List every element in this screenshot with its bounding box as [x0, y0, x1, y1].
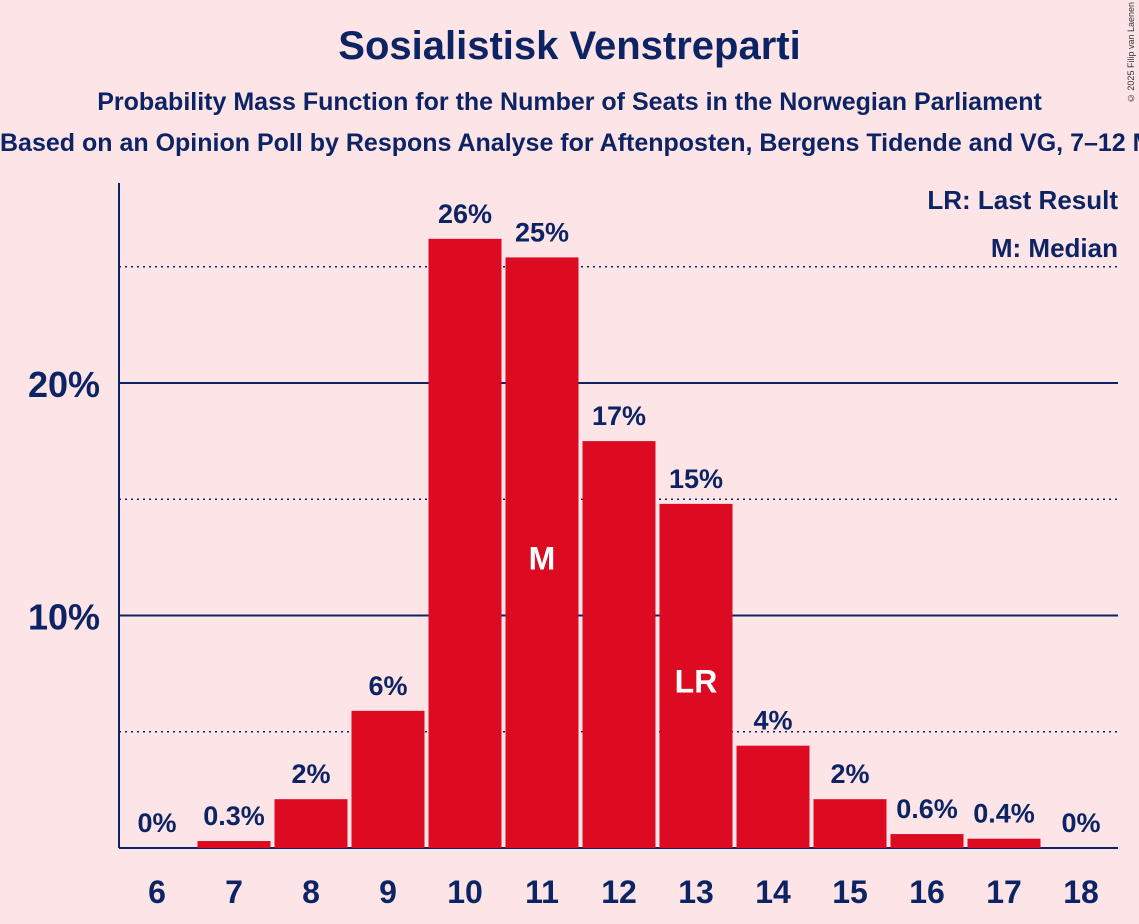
bar [428, 238, 502, 848]
bar [659, 503, 733, 848]
bar [582, 441, 656, 848]
legend: LR: Last Result M: Median [927, 185, 1118, 263]
bar [967, 838, 1041, 848]
data-label: 4% [753, 706, 792, 736]
x-tick-label: 13 [678, 874, 714, 910]
data-label: 2% [830, 759, 869, 789]
data-label: 26% [438, 199, 492, 229]
value-labels: 0% 0.3% 2% 6% 26% 25% M 17% 15% LR 4% 2% 0.6% 0.4% 0% [137, 199, 1100, 838]
data-label: 0% [137, 808, 176, 838]
bar [505, 257, 579, 848]
data-label: 0.4% [973, 799, 1035, 829]
x-tick-label: 15 [832, 874, 868, 910]
x-tick-labels: 6 7 8 9 10 11 12 13 14 15 16 17 18 [148, 874, 1099, 910]
x-tick-label: 12 [601, 874, 637, 910]
chart-title: Sosialistisk Venstreparti [338, 24, 801, 68]
legend-median: M: Median [991, 233, 1118, 263]
x-tick-label: 8 [302, 874, 320, 910]
chart-source: Based on an Opinion Poll by Respons Anal… [0, 129, 1139, 157]
x-tick-label: 17 [986, 874, 1022, 910]
data-label: 17% [592, 401, 646, 431]
data-label: 2% [291, 759, 330, 789]
y-tick-label: 10% [28, 596, 100, 637]
bar [890, 834, 964, 848]
y-tick-label: 20% [28, 364, 100, 405]
x-tick-label: 7 [225, 874, 243, 910]
bar [736, 745, 810, 848]
y-tick-labels: 10% 20% [28, 364, 100, 638]
bar [813, 799, 887, 848]
x-tick-label: 10 [447, 874, 483, 910]
median-marker: M [529, 540, 556, 576]
legend-last-result: LR: Last Result [927, 185, 1118, 215]
data-label: 6% [368, 671, 407, 701]
x-tick-label: 14 [755, 874, 791, 910]
data-label: 0% [1061, 808, 1100, 838]
bars [197, 238, 1041, 848]
x-tick-label: 18 [1063, 874, 1099, 910]
chart-subtitle: Probability Mass Function for the Number… [97, 88, 1042, 116]
bar [351, 710, 425, 848]
data-label: 0.3% [203, 801, 265, 831]
x-tick-label: 16 [909, 874, 945, 910]
bar [274, 799, 348, 848]
last-result-marker: LR [675, 664, 718, 700]
data-label: 15% [669, 464, 723, 494]
x-tick-label: 11 [525, 874, 559, 910]
data-label: 25% [515, 217, 569, 247]
x-tick-label: 6 [148, 874, 166, 910]
bar [197, 841, 271, 848]
x-tick-label: 9 [379, 874, 397, 910]
data-label: 0.6% [896, 794, 958, 824]
